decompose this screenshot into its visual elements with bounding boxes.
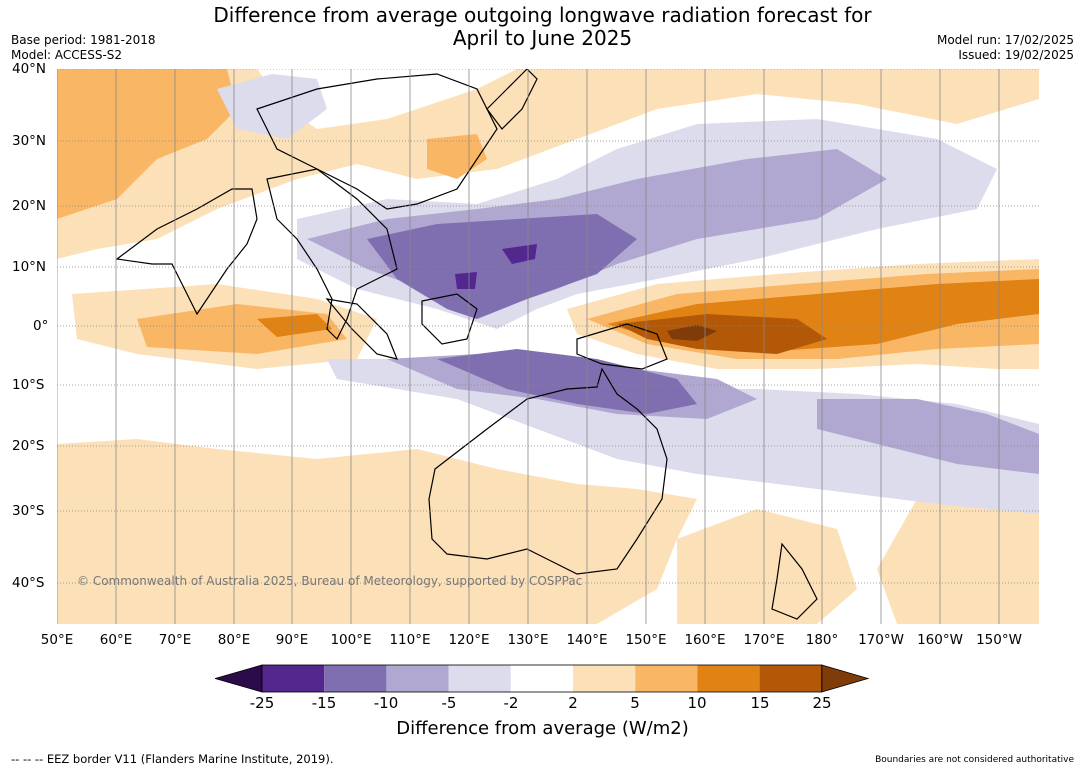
colorbar-tick: 15	[750, 694, 770, 712]
sumatra-coastline	[325, 298, 398, 360]
title-line-1: Difference from average outgoing longwav…	[213, 3, 872, 27]
colorbar-bin	[573, 665, 636, 692]
base-period: Base period: 1981-2018	[11, 33, 156, 47]
colorbar-bin	[262, 665, 325, 692]
model-name: Model: ACCESS-S2	[11, 48, 123, 62]
japan-coastline	[486, 69, 538, 130]
lon-label-140e: 140°E	[566, 632, 608, 648]
lat-label-0: 0°	[33, 318, 49, 334]
colorbar-tick: -5	[441, 694, 457, 712]
lat-label-10s: 10°S	[12, 377, 45, 393]
lon-label-130e: 130°E	[507, 632, 549, 648]
lat-label-40s: 40°S	[12, 575, 45, 591]
copyright-notice: © Commonwealth of Australia 2025, Bureau…	[77, 574, 583, 588]
boundary-disclaimer: Boundaries are not considered authoritat…	[875, 755, 1074, 765]
lat-label-20s: 20°S	[12, 438, 45, 454]
lat-label-30n: 30°N	[12, 133, 47, 149]
colorbar-bin	[697, 665, 760, 692]
lon-label-70e: 70°E	[158, 632, 192, 648]
map-title: Difference from average outgoing longwav…	[0, 4, 1085, 50]
colorbar-tick: 25	[812, 694, 832, 712]
issued-date: Issued: 19/02/2025	[958, 48, 1074, 62]
colorbar-bin	[324, 665, 387, 692]
new-guinea-coastline	[576, 323, 668, 370]
coastline-layer	[115, 69, 818, 620]
china-coastline	[256, 73, 498, 210]
model-run: Model run: 17/02/2025	[936, 33, 1074, 47]
lon-label-80e: 80°E	[217, 632, 251, 648]
forecast-map	[57, 69, 1039, 624]
lon-label-110e: 110°E	[389, 632, 431, 648]
new-zealand-coastline	[771, 542, 818, 620]
colorbar-tick: -2	[503, 694, 519, 712]
positive-anomaly-layer	[57, 69, 1039, 624]
colorbar-title: Difference from average (W/m2)	[396, 718, 689, 739]
lon-label-150e: 150°E	[625, 632, 667, 648]
colorbar-tick: -25	[249, 694, 275, 712]
colorbar-bin	[635, 665, 698, 692]
meta-left: Base period: 1981-2018 Model: ACCESS-S2	[11, 33, 156, 63]
colorbar	[215, 664, 870, 693]
eez-border-note: -- -- -- EEZ border V11 (Flanders Marine…	[11, 752, 334, 766]
colorbar-frame	[261, 664, 823, 693]
colorbar-tick: -15	[311, 694, 337, 712]
colorbar-bin	[448, 665, 511, 692]
colorbar-tick: 5	[630, 694, 640, 712]
colorbar-bin	[386, 665, 449, 692]
lon-label-160w: 160°W	[917, 632, 963, 648]
gridlines	[57, 69, 1039, 624]
lon-label-170e: 170°E	[743, 632, 785, 648]
colorbar-tick: 2	[568, 694, 578, 712]
lat-label-20n: 20°N	[12, 198, 47, 214]
meta-right: Model run: 17/02/2025 Issued: 19/02/2025	[937, 33, 1074, 63]
australia-coastline	[428, 367, 668, 575]
lat-label-10n: 10°N	[12, 259, 47, 275]
lat-label-40n: 40°N	[12, 61, 47, 77]
southeast-asia-coastline	[266, 168, 398, 341]
colorbar-tick: -10	[373, 694, 399, 712]
lon-label-100e: 100°E	[330, 632, 372, 648]
lon-label-90e: 90°E	[275, 632, 309, 648]
lon-label-60e: 60°E	[99, 632, 133, 648]
lon-label-150w: 150°W	[976, 632, 1022, 648]
colorbar-extend-high	[821, 664, 870, 693]
lon-label-180: 180°	[805, 632, 839, 648]
colorbar-bin	[510, 665, 573, 692]
colorbar-extend-low	[215, 664, 263, 693]
lon-label-120e: 120°E	[448, 632, 490, 648]
lon-label-160e: 160°E	[684, 632, 726, 648]
lon-label-50e: 50°E	[40, 632, 74, 648]
colorbar-bin	[759, 665, 822, 692]
title-line-2: April to June 2025	[452, 26, 633, 50]
borneo-coastline	[421, 293, 478, 345]
india-coastline	[115, 188, 258, 316]
lat-label-30s: 30°S	[12, 503, 45, 519]
colorbar-tick: 10	[687, 694, 707, 712]
lon-label-170w: 170°W	[858, 632, 904, 648]
